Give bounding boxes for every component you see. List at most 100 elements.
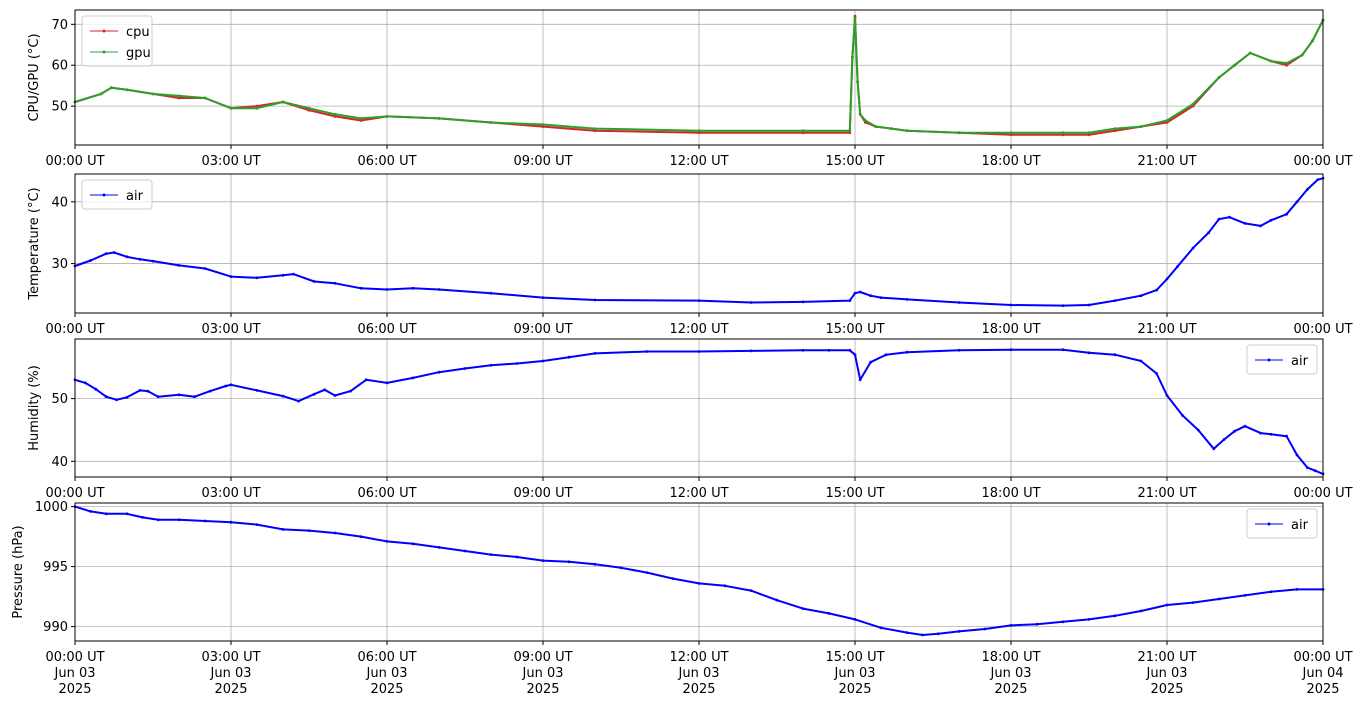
- data-point: [1139, 294, 1143, 298]
- legend-box: [81, 15, 153, 67]
- data-point: [593, 129, 597, 133]
- data-point: [1087, 618, 1091, 621]
- data-point: [255, 106, 259, 110]
- data-point: [1285, 212, 1288, 216]
- data-point: [1061, 304, 1065, 307]
- legend-marker: [102, 50, 106, 54]
- data-point: [848, 129, 852, 133]
- data-point: [858, 290, 862, 294]
- data-point: [437, 546, 441, 549]
- x-tick-label: 12:00 UT: [669, 486, 728, 501]
- data-point: [104, 512, 108, 516]
- data-point: [359, 535, 363, 538]
- legend-marker: [1267, 358, 1271, 362]
- data-point: [1233, 63, 1236, 67]
- data-point: [1165, 603, 1169, 607]
- data-point: [177, 264, 181, 267]
- data-point: [156, 395, 160, 399]
- data-point: [869, 294, 872, 298]
- data-point: [853, 16, 857, 20]
- data-point: [1269, 432, 1273, 436]
- x-tick-label: 15:00 UT: [825, 154, 884, 169]
- data-point: [1061, 348, 1065, 352]
- data-point: [541, 123, 545, 126]
- data-point: [801, 129, 805, 133]
- data-point: [411, 542, 415, 546]
- legend: air: [1246, 344, 1318, 375]
- y-tick-label: 50: [51, 392, 68, 407]
- data-point: [853, 14, 857, 18]
- data-point: [411, 376, 415, 380]
- data-point: [138, 257, 142, 261]
- x-tick-label: 00:00 UT: [1293, 650, 1352, 665]
- data-point: [890, 127, 893, 130]
- data-point: [801, 131, 805, 135]
- panel-2: 30 40 00:00 UT 03:00 UT 06:00 UT 09:00 UT 12:0…: [27, 173, 1353, 337]
- x-tick-label: 09:00 UT: [513, 154, 572, 169]
- data-point: [1207, 231, 1210, 235]
- data-point: [489, 121, 493, 124]
- data-point: [255, 276, 259, 280]
- data-point: [827, 348, 831, 352]
- data-point: [593, 127, 597, 130]
- x-tick-label: 06:00 UT: [357, 650, 416, 665]
- data-point: [593, 352, 597, 355]
- x-tick-label: 18:00 UT: [981, 486, 1040, 501]
- legend-label-air: air: [1291, 518, 1309, 533]
- x-tick-label: 21:00 UT: [1137, 650, 1196, 665]
- x-tick-year-label: 2025: [1150, 682, 1183, 697]
- data-point: [297, 399, 300, 403]
- x-tick-label: 03:00 UT: [201, 154, 260, 169]
- data-point: [104, 252, 108, 256]
- data-point: [437, 288, 441, 291]
- data-point: [1217, 217, 1221, 221]
- data-point: [957, 131, 961, 135]
- data-point: [1285, 434, 1288, 438]
- data-point: [905, 631, 909, 634]
- data-point: [848, 348, 852, 352]
- data-point: [697, 131, 701, 135]
- data-point: [645, 350, 649, 353]
- data-point: [292, 272, 295, 276]
- y-tick-label: 30: [51, 257, 68, 272]
- data-point: [697, 582, 701, 585]
- data-point: [983, 627, 987, 631]
- data-point: [921, 633, 924, 637]
- data-point: [312, 280, 316, 283]
- y-tick-label: 60: [51, 59, 68, 74]
- data-point: [307, 106, 311, 110]
- legend: cpu gpu: [81, 15, 153, 67]
- data-point: [1165, 121, 1169, 124]
- data-point: [1087, 133, 1091, 137]
- data-point: [364, 378, 368, 382]
- y-tick-label: 70: [51, 18, 68, 33]
- data-point: [411, 286, 415, 290]
- x-tick-date-label: Jun 03: [990, 666, 1032, 681]
- data-point: [112, 251, 116, 254]
- data-point: [1087, 131, 1091, 135]
- data-point: [619, 566, 623, 570]
- x-tick-label: 00:00 UT: [1293, 322, 1352, 337]
- data-point: [385, 115, 389, 118]
- data-point: [567, 355, 571, 359]
- data-point: [359, 117, 363, 120]
- data-point: [749, 301, 753, 304]
- data-point: [884, 353, 888, 357]
- data-point: [177, 94, 181, 98]
- x-tick-date-label: Jun 03: [522, 666, 564, 681]
- x-tick-label: 00:00 UT: [45, 154, 104, 169]
- data-point: [723, 584, 727, 588]
- data-point: [203, 96, 207, 100]
- data-point: [1212, 447, 1216, 451]
- legend: air: [81, 179, 153, 210]
- data-point: [1228, 215, 1231, 219]
- data-point: [1295, 453, 1299, 457]
- data-point: [156, 518, 160, 522]
- data-point: [151, 92, 155, 96]
- data-point: [138, 389, 142, 392]
- data-point: [385, 381, 389, 385]
- data-point: [1113, 129, 1117, 133]
- legend-marker: [1267, 522, 1271, 526]
- x-tick-year-label: 2025: [838, 682, 871, 697]
